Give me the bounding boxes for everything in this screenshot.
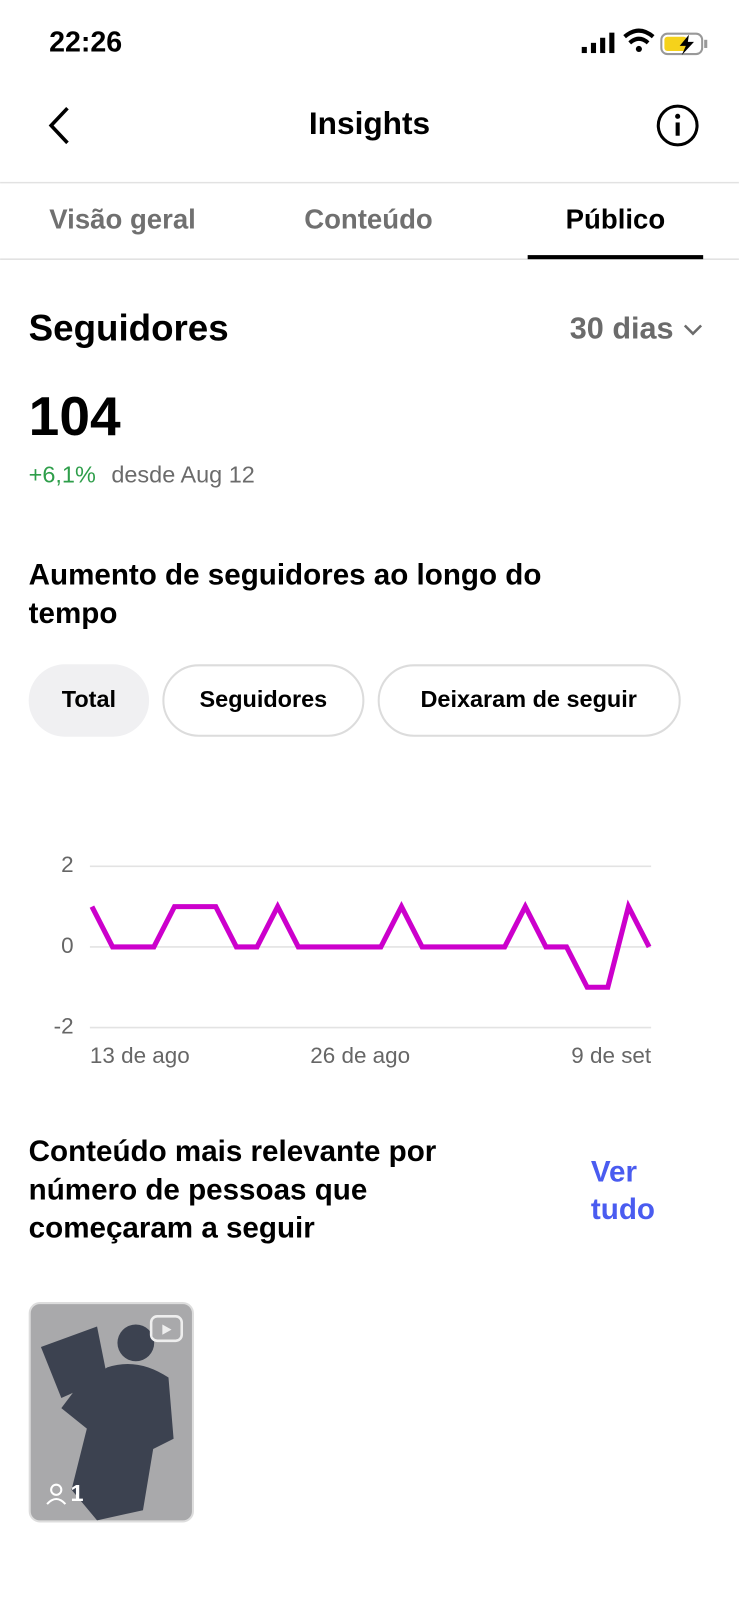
info-button[interactable] — [656, 104, 699, 147]
section-title: Seguidores — [29, 307, 229, 348]
filter-chip[interactable] — [162, 664, 365, 737]
y-tick-label: 0 — [61, 933, 73, 958]
line-chart: 2 0 -2 13 de ago 26 de ago 9 de set — [54, 852, 652, 1068]
chart-title: tempo — [29, 597, 118, 630]
filter-label[interactable]: Deixaram de seguir — [420, 686, 636, 712]
tab[interactable]: Conteúdo — [304, 204, 433, 235]
chart-title: Aumento de seguidores ao longo do — [29, 558, 542, 591]
tab-indicator — [527, 255, 704, 260]
follower-count: 104 — [29, 385, 121, 447]
change: +6,1% — [29, 462, 96, 488]
period-selector[interactable]: 30 dias — [570, 312, 674, 346]
y-tick-label: 2 — [61, 852, 73, 877]
section-title: Conteúdo mais relevante por — [29, 1135, 437, 1168]
x-tick-label: 9 de set — [571, 1043, 652, 1068]
filter-chip-active[interactable] — [28, 664, 150, 737]
y-tick-label: -2 — [54, 1013, 74, 1038]
see-all-link[interactable]: tudo — [591, 1193, 655, 1226]
section-title: número de pessoas que — [29, 1174, 368, 1207]
header-title: Insights — [309, 105, 430, 141]
data-line — [89, 899, 652, 990]
tab[interactable]: Visão geral — [49, 204, 196, 235]
see-all-link[interactable]: Ver — [591, 1155, 638, 1188]
section-title: começaram a seguir — [29, 1211, 316, 1244]
tab-active[interactable]: Público — [566, 204, 665, 235]
dropdown-icon[interactable] — [683, 324, 703, 336]
new-followers-count: 1 — [71, 1480, 84, 1506]
x-tick-label: 26 de ago — [310, 1043, 410, 1068]
back-button[interactable] — [48, 106, 69, 145]
status-icons — [581, 28, 708, 56]
content-thumbnail[interactable]: 1 — [28, 1302, 194, 1523]
status-time: 22:26 — [49, 26, 122, 58]
x-tick-label: 13 de ago — [90, 1043, 190, 1068]
filter-chip[interactable] — [377, 664, 681, 737]
filter-label[interactable]: Seguidores — [200, 686, 328, 712]
filter-label[interactable]: Total — [62, 686, 116, 712]
since: desde Aug 12 — [111, 462, 254, 488]
